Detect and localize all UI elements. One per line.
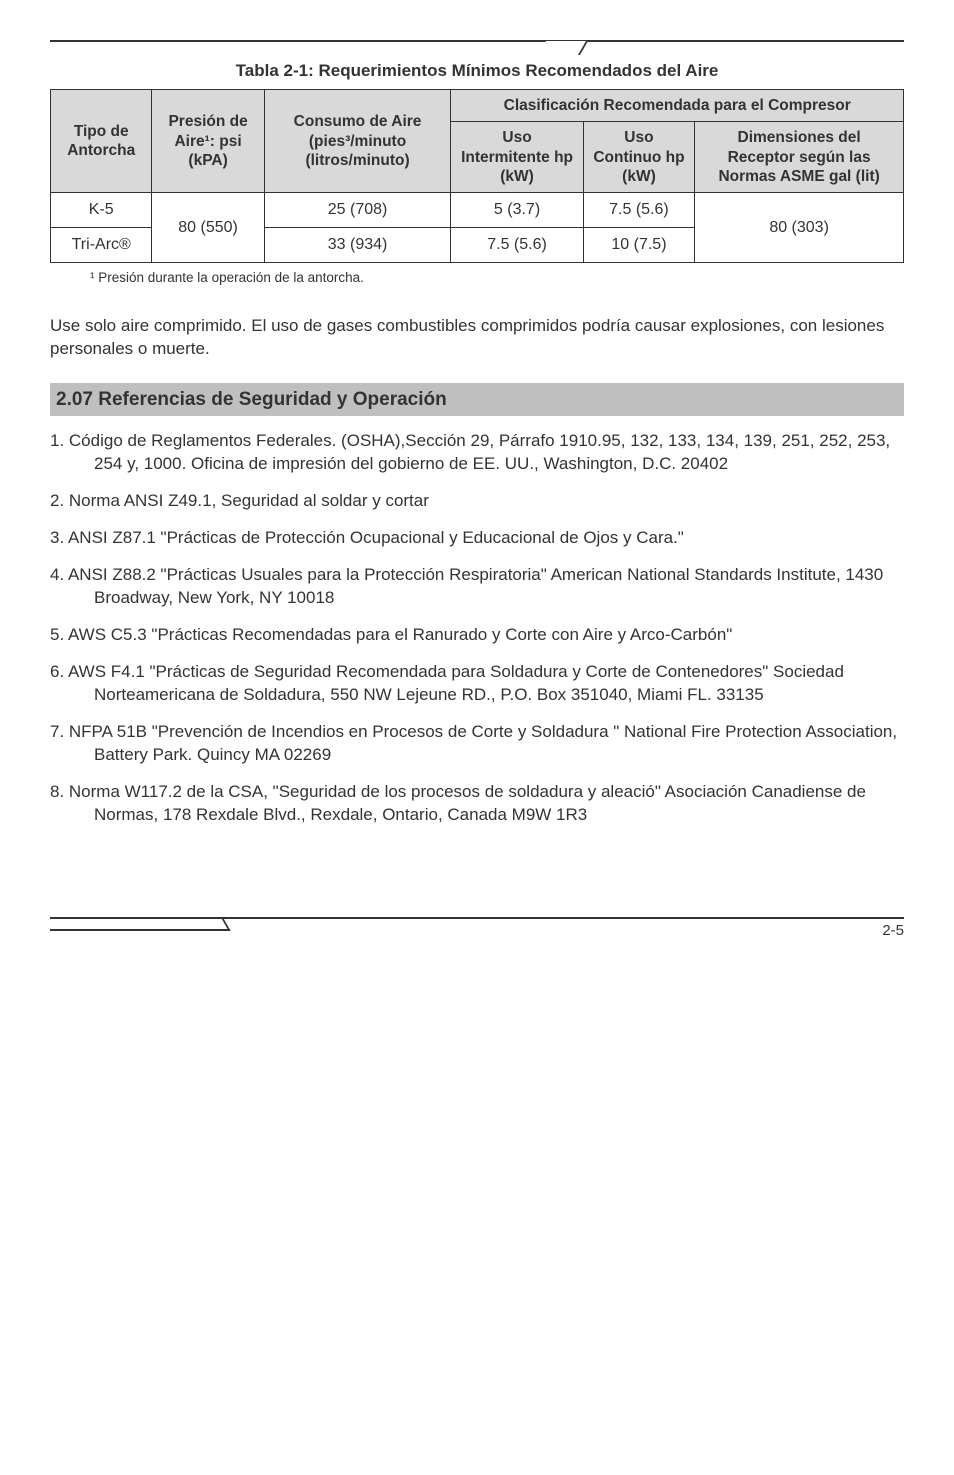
cell-usocont: 7.5 (5.6) xyxy=(583,193,695,228)
list-item: 4. ANSI Z88.2 "Prácticas Usuales para la… xyxy=(50,564,904,610)
top-horizontal-rule xyxy=(50,40,904,42)
cell-presion-shared: 80 (550) xyxy=(152,193,264,262)
bottom-rule-stub xyxy=(50,929,230,931)
page-number: 2-5 xyxy=(50,921,904,941)
list-item: 1. Código de Reglamentos Federales. (OSH… xyxy=(50,430,904,476)
table-row: K-5 80 (550) 25 (708) 5 (3.7) 7.5 (5.6) … xyxy=(51,193,904,228)
col-usocont-header: Uso Continuo hp (kW) xyxy=(583,122,695,193)
list-item: 2. Norma ANSI Z49.1, Seguridad al soldar… xyxy=(50,490,904,513)
bottom-horizontal-rule xyxy=(50,917,904,919)
list-item: 6. AWS F4.1 "Prácticas de Seguridad Reco… xyxy=(50,661,904,707)
col-presion-header: Presión de Aire¹: psi (kPA) xyxy=(152,89,264,193)
cell-usocont: 10 (7.5) xyxy=(583,228,695,263)
list-item: 5. AWS C5.3 "Prácticas Recomendadas para… xyxy=(50,624,904,647)
col-usoint-header: Uso Intermitente hp (kW) xyxy=(451,122,583,193)
list-item: 8. Norma W117.2 de la CSA, "Seguridad de… xyxy=(50,781,904,827)
col-tipo-header: Tipo de Antorcha xyxy=(51,89,152,193)
list-item: 3. ANSI Z87.1 "Prácticas de Protección O… xyxy=(50,527,904,550)
warning-paragraph: Use solo aire comprimido. El uso de gase… xyxy=(50,315,904,361)
cell-dim-shared: 80 (303) xyxy=(695,193,904,262)
col-consumo-header: Consumo de Aire (pies³/minuto (litros/mi… xyxy=(264,89,451,193)
cell-consumo: 25 (708) xyxy=(264,193,451,228)
cell-consumo: 33 (934) xyxy=(264,228,451,263)
col-dim-header: Dimensiones del Receptor según las Norma… xyxy=(695,122,904,193)
list-item: 7. NFPA 51B "Prevención de Incendios en … xyxy=(50,721,904,767)
cell-usoint: 5 (3.7) xyxy=(451,193,583,228)
cell-tipo: K-5 xyxy=(51,193,152,228)
bottom-rule-diagonal xyxy=(221,918,257,931)
section-header: 2.07 Referencias de Seguridad y Operació… xyxy=(50,383,904,417)
cell-tipo: Tri-Arc® xyxy=(51,228,152,263)
references-list: 1. Código de Reglamentos Federales. (OSH… xyxy=(50,430,904,826)
col-clasif-header: Clasificación Recomendada para el Compre… xyxy=(451,89,904,121)
table-caption: Tabla 2-1: Requerimientos Mínimos Recome… xyxy=(50,60,904,83)
table-footnote: ¹ Presión durante la operación de la ant… xyxy=(90,269,904,287)
requirements-table: Tipo de Antorcha Presión de Aire¹: psi (… xyxy=(50,89,904,263)
footer-area: 2-5 xyxy=(50,917,904,941)
cell-usoint: 7.5 (5.6) xyxy=(451,228,583,263)
